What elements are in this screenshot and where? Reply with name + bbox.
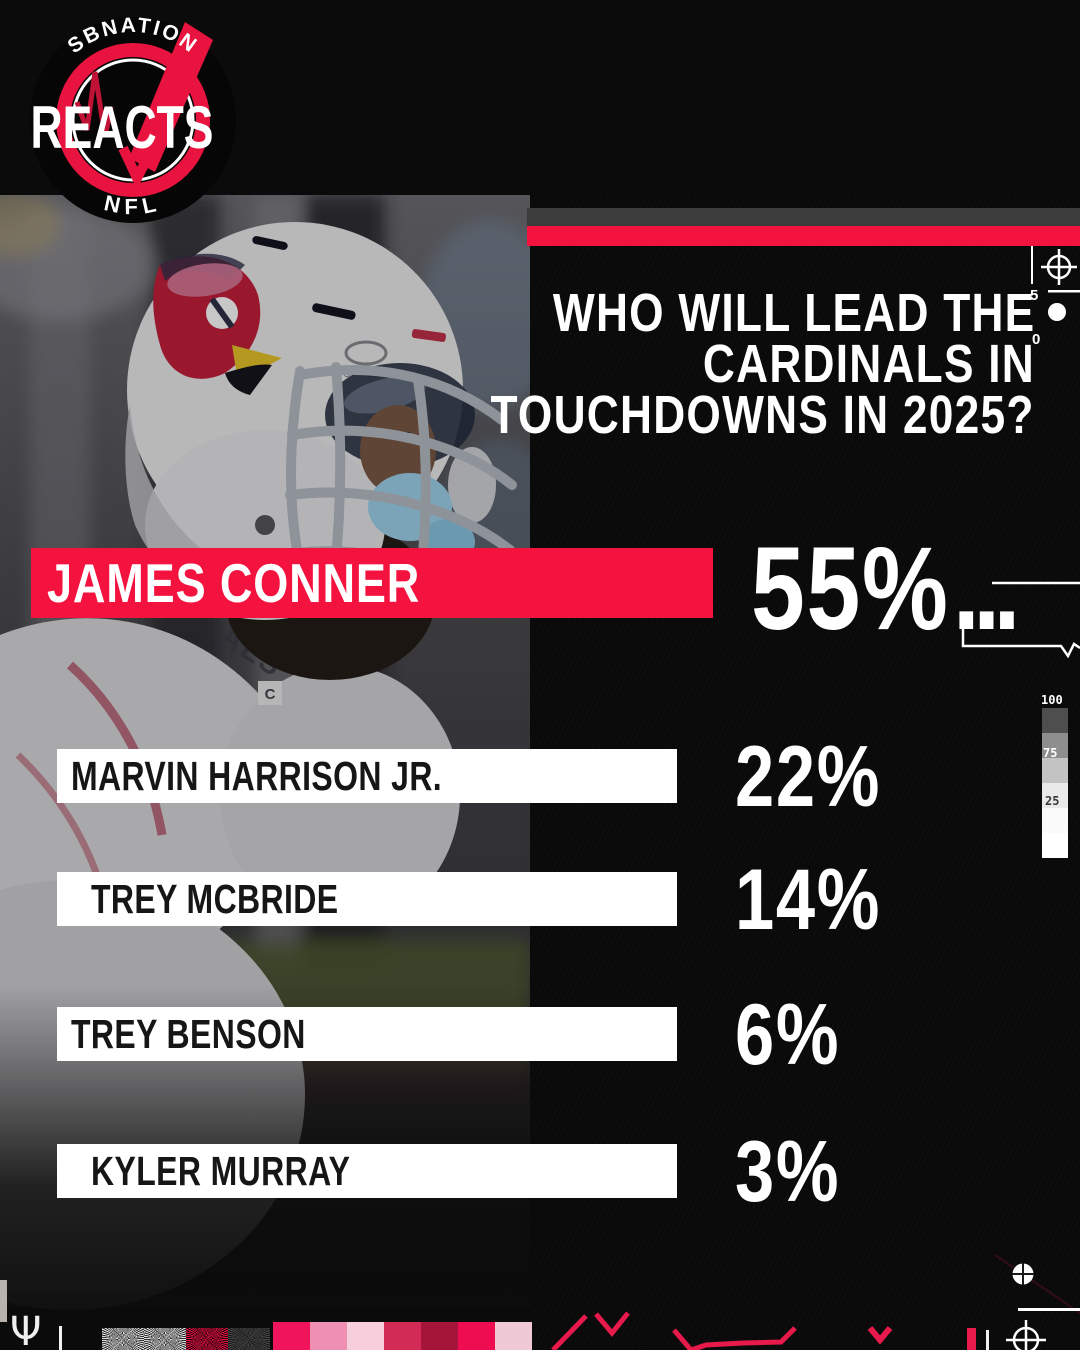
- result-value: 14%: [735, 852, 882, 948]
- scale-label-75: 75: [1043, 746, 1058, 760]
- result-row: TREY MCBRIDE 14%: [0, 857, 1080, 943]
- red-tick-bar: [967, 1328, 976, 1350]
- accent-bar-red: [527, 226, 1080, 246]
- color-calibration-swatches: [273, 1322, 532, 1350]
- result-value: 22%: [735, 729, 882, 825]
- result-row: TREY BENSON 6%: [0, 992, 1080, 1078]
- tick-label-bottom: 0: [1032, 331, 1040, 348]
- result-value: 3%: [735, 1124, 841, 1220]
- leader-bar: JAMES CONNER: [31, 548, 713, 618]
- result-name: TREY BENSON: [71, 1011, 306, 1057]
- result-name: MARVIN HARRISON JR.: [71, 753, 443, 799]
- registration-dot-icon: [1012, 1263, 1034, 1285]
- player-face: [360, 405, 436, 495]
- crosshair-icon: [1006, 1320, 1046, 1350]
- reticle-decor-top: 5 0: [1030, 246, 1080, 348]
- question-line-3: TOUCHDOWNS IN 2025?: [490, 385, 1035, 445]
- accent-bar-gray: [527, 208, 1080, 226]
- starburst-pattern-icon: [144, 1328, 186, 1350]
- starburst-pattern-icon: [228, 1328, 270, 1350]
- result-name: TREY MCBRIDE: [91, 876, 339, 922]
- result-bar: TREY MCBRIDE: [57, 872, 677, 926]
- captain-patch: [258, 681, 282, 705]
- question-title: WHO WILL LEAD THE CARDINALS IN TOUCHDOWN…: [371, 283, 1035, 445]
- starburst-pattern-icon: [102, 1328, 144, 1350]
- strip-divider-line: [59, 1326, 62, 1350]
- photo-edge-remnant: [0, 1280, 7, 1322]
- scale-label-25: 25: [1045, 794, 1060, 808]
- heartbeat-line: [74, 71, 114, 138]
- checkmark-tail: [118, 145, 158, 190]
- logo-arc-bottom: NFL: [102, 190, 158, 219]
- tick-label-top: 5: [1030, 287, 1038, 304]
- grayscale-scale-bar: [1042, 708, 1068, 858]
- sbnation-reacts-logo: SBNATION NFL REACTS: [30, 14, 236, 223]
- question-line-1: WHO WILL LEAD THE: [552, 283, 1035, 343]
- starburst-pattern-icon: [186, 1328, 228, 1350]
- result-bar: KYLER MURRAY: [57, 1144, 677, 1198]
- callout-bracket-decor: [961, 581, 1080, 659]
- psi-glyph: Ψ: [10, 1309, 42, 1350]
- leader-name: JAMES CONNER: [47, 552, 421, 614]
- result-row: MARVIN HARRISON JR. 22%: [0, 734, 1080, 820]
- leader-percent: 55%: [751, 523, 950, 655]
- checkmark-icon: [129, 22, 213, 172]
- dot-marker-icon: [1048, 303, 1066, 321]
- result-bar: MARVIN HARRISON JR.: [57, 749, 677, 803]
- svg-text:NFL: NFL: [102, 190, 164, 219]
- sparkline-decor: [551, 1311, 893, 1350]
- bottom-right-decor: [551, 1255, 1080, 1350]
- captain-letter: C: [265, 686, 276, 703]
- result-value: 6%: [735, 987, 841, 1083]
- result-bar: TREY BENSON: [57, 1007, 677, 1061]
- scale-label-100: 100: [1041, 693, 1063, 707]
- crosshair-icon: [1041, 249, 1077, 285]
- result-row: KYLER MURRAY 3%: [0, 1129, 1080, 1215]
- oakley-logo: [344, 340, 388, 366]
- question-line-2: CARDINALS IN: [702, 334, 1035, 394]
- cardinal-logo: [153, 253, 282, 395]
- result-name: KYLER MURRAY: [91, 1148, 351, 1194]
- logo-name: REACTS: [31, 94, 214, 161]
